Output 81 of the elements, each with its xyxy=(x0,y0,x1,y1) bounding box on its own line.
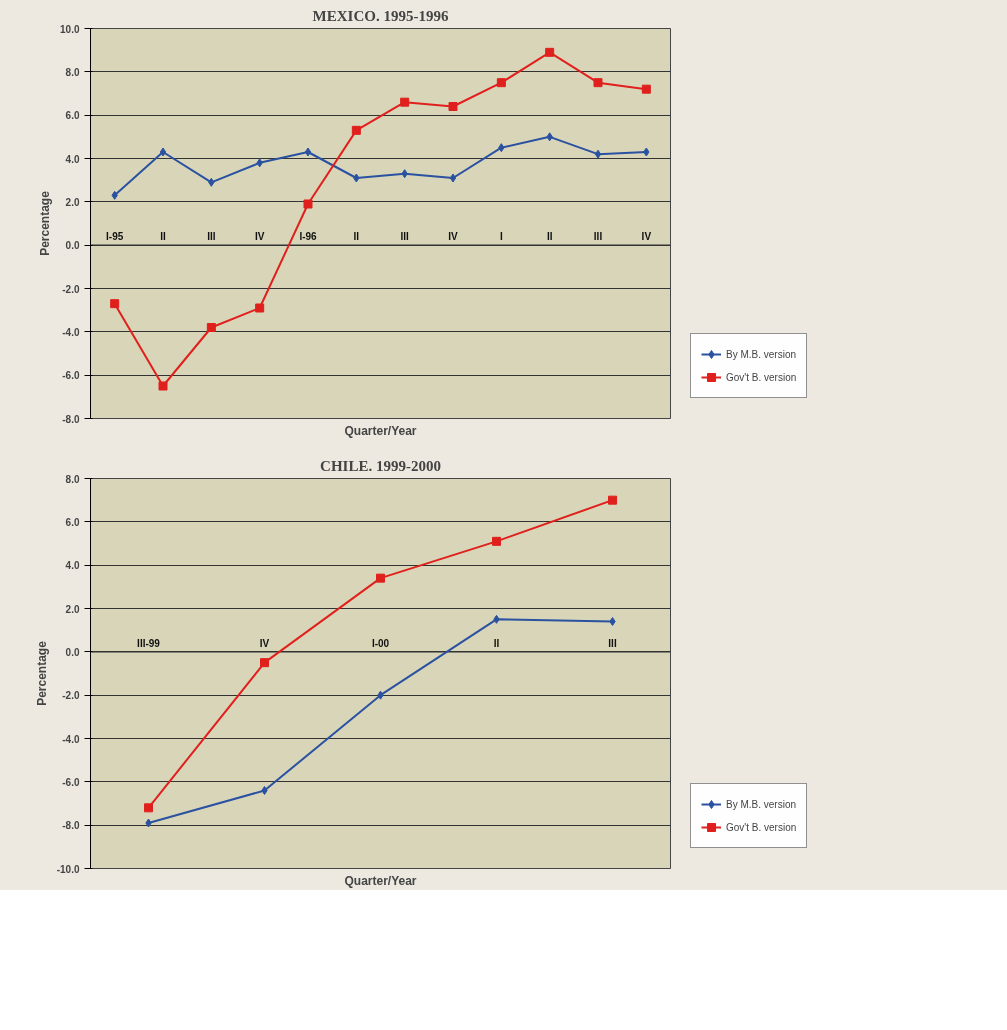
y-tick-label: 2.0 xyxy=(65,196,80,208)
x-tick-label: I-95 xyxy=(106,231,124,243)
x-axis-title: Quarter/Year xyxy=(344,873,417,888)
x-tick-label: IV xyxy=(448,231,459,243)
x-tick-label: I xyxy=(499,231,503,243)
point xyxy=(641,84,651,94)
point xyxy=(208,177,215,187)
point xyxy=(546,132,553,142)
point xyxy=(260,658,269,668)
x-tick-label: II xyxy=(546,231,553,243)
x-tick-label: IV xyxy=(259,637,270,649)
point xyxy=(496,78,506,88)
chart-title: CHILE. 1999-2000 xyxy=(320,457,441,474)
point xyxy=(594,149,602,159)
point xyxy=(261,786,268,795)
point xyxy=(303,199,313,209)
x-tick-label: III xyxy=(207,231,216,243)
legend-label: By M.B. version xyxy=(726,348,797,360)
point xyxy=(111,190,118,200)
y-tick-label: -2.0 xyxy=(62,690,80,702)
y-tick-label: 6.0 xyxy=(65,110,80,122)
x-tick-label: II xyxy=(160,231,166,243)
x-tick-label: III xyxy=(593,231,603,243)
y-tick-label: -8.0 xyxy=(62,413,80,425)
x-tick-label: III xyxy=(400,231,410,243)
point xyxy=(206,323,216,332)
y-tick-label: 4.0 xyxy=(65,560,80,572)
point xyxy=(376,573,385,583)
legend-label: By M.B. version xyxy=(726,798,797,810)
y-axis-title: Percentage xyxy=(34,640,49,706)
y-tick-label: -10.0 xyxy=(56,863,80,875)
y-tick-label: 10.0 xyxy=(60,23,80,35)
point xyxy=(353,173,360,183)
x-tick-label: II xyxy=(353,231,360,243)
x-tick-label: III xyxy=(608,637,617,649)
point xyxy=(256,158,263,168)
point xyxy=(492,536,501,546)
chart-title: MEXICO. 1995-1996 xyxy=(312,7,449,24)
point xyxy=(545,47,555,57)
point xyxy=(158,381,168,391)
y-tick-label: 8.0 xyxy=(65,66,80,78)
y-tick-label: -6.0 xyxy=(62,776,80,788)
point xyxy=(448,102,458,111)
point xyxy=(377,690,384,700)
legend-label: Gov't B. version xyxy=(726,821,797,833)
point xyxy=(304,147,312,157)
point xyxy=(159,147,167,157)
y-tick-label: 8.0 xyxy=(65,473,80,485)
y-tick-label: -2.0 xyxy=(62,283,80,295)
point xyxy=(145,818,152,828)
x-tick-label: II xyxy=(493,637,500,649)
point xyxy=(351,125,361,135)
x-tick-label: I-00 xyxy=(371,637,390,649)
point xyxy=(144,803,153,813)
y-tick-label: 4.0 xyxy=(65,153,80,165)
y-tick-label: 0.0 xyxy=(65,240,80,252)
y-axis-title: Percentage xyxy=(38,190,53,256)
point xyxy=(498,143,505,153)
point xyxy=(608,495,617,505)
point xyxy=(593,78,603,88)
point xyxy=(493,614,500,624)
y-tick-label: 6.0 xyxy=(65,516,80,528)
y-tick-label: -8.0 xyxy=(62,820,80,832)
point xyxy=(400,97,410,107)
x-tick-label: IV xyxy=(254,231,265,243)
x-axis-title: Quarter/Year xyxy=(344,423,417,438)
point xyxy=(643,147,650,157)
x-tick-label: I-96 xyxy=(299,231,318,243)
y-tick-label: -4.0 xyxy=(62,733,80,745)
point xyxy=(110,299,120,309)
y-tick-label: 0.0 xyxy=(65,646,80,658)
legend-label: Gov't B. version xyxy=(726,371,797,383)
point xyxy=(401,169,408,179)
point xyxy=(609,617,616,626)
y-tick-label: 2.0 xyxy=(65,603,80,615)
y-tick-label: -6.0 xyxy=(62,370,80,382)
x-tick-label: IV xyxy=(641,231,652,243)
point xyxy=(255,303,265,313)
x-tick-label: III-99 xyxy=(137,637,161,649)
y-tick-label: -4.0 xyxy=(62,326,80,338)
point xyxy=(449,173,457,183)
